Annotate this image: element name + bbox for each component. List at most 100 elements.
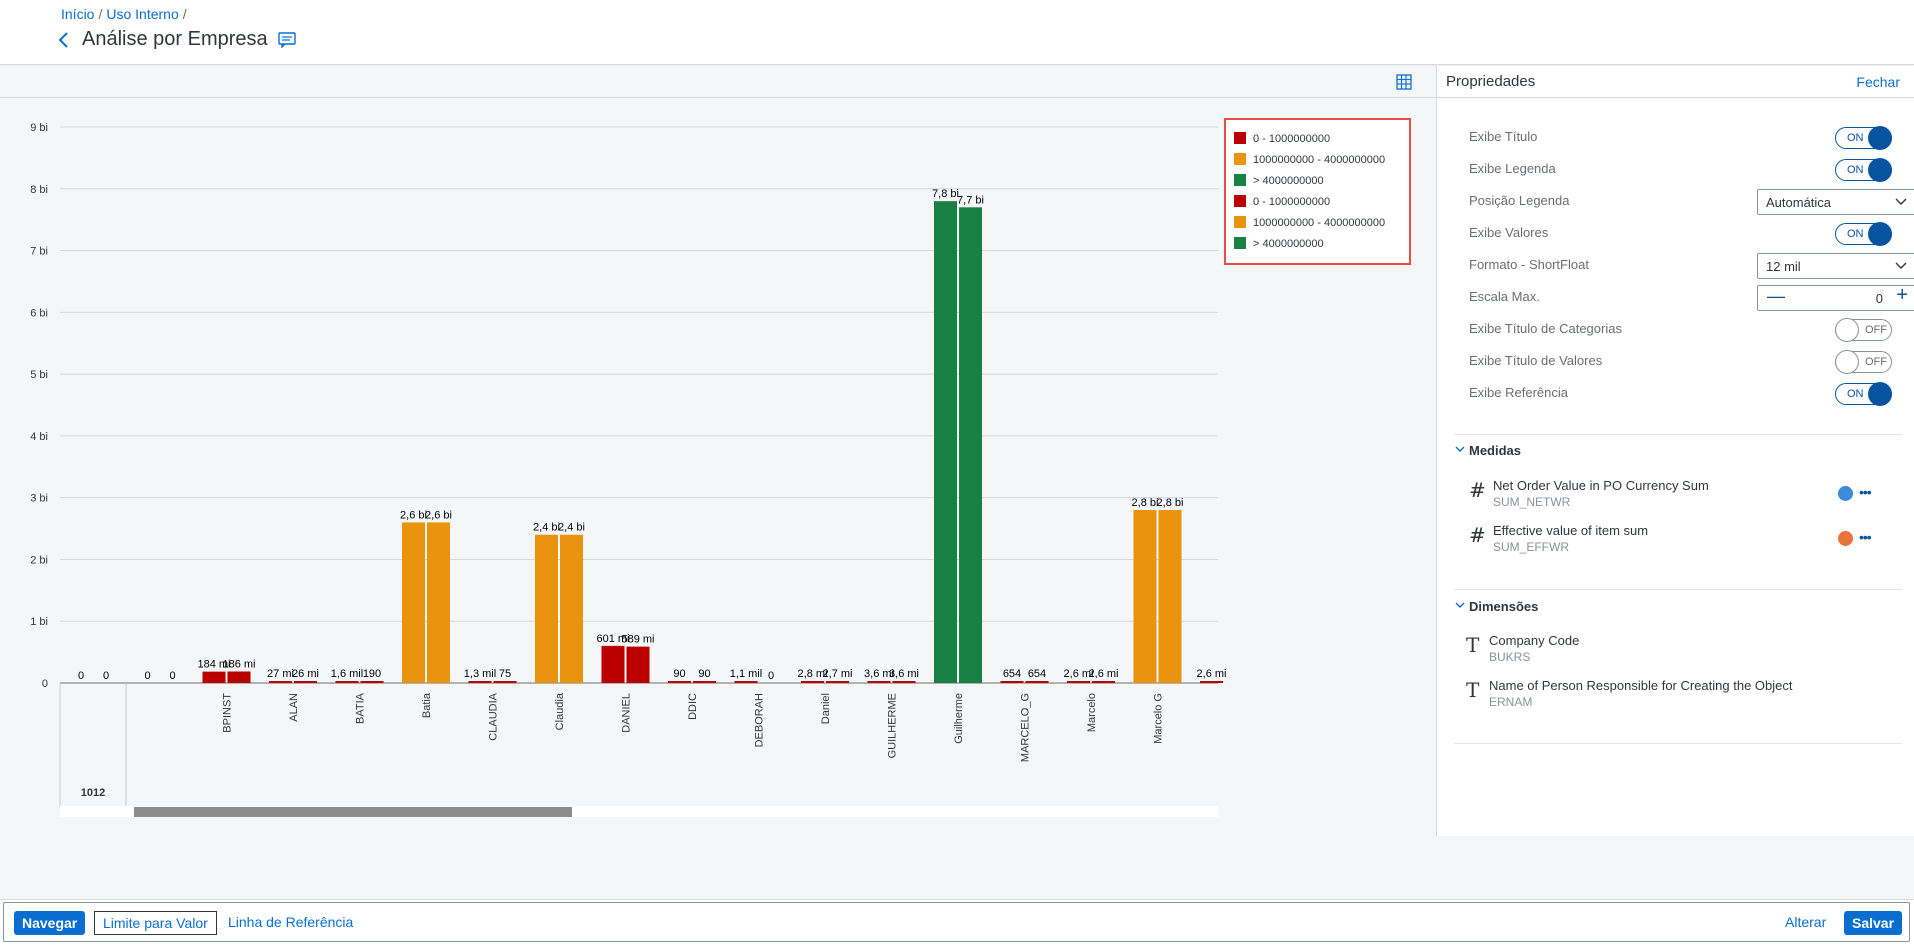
prop-posicao-legenda: Posição Legenda Automática <box>1469 187 1914 215</box>
medidas-section-header[interactable]: Medidas <box>1455 443 1521 458</box>
prop-label: Escala Max. <box>1469 289 1540 304</box>
exibe-titulo-categorias-switch[interactable]: OFF <box>1835 318 1892 342</box>
measure-color-swatch[interactable] <box>1838 486 1853 501</box>
legend-swatch <box>1234 216 1246 228</box>
more-options-icon[interactable]: ••• <box>1859 484 1872 500</box>
medida-item[interactable]: # Net Order Value in PO Currency Sum SUM… <box>1469 478 1889 518</box>
exibe-titulo-valores-switch[interactable]: OFF <box>1835 350 1892 374</box>
x-tick-label: DANIEL <box>621 693 633 733</box>
data-label: 2,8 mi <box>798 668 828 680</box>
measure-hash-icon: # <box>1469 523 1486 547</box>
measure-name: Net Order Value in PO Currency Sum <box>1493 478 1709 493</box>
x-tick-label: MARCELO_G <box>1020 693 1032 762</box>
data-label: 190 <box>363 668 381 680</box>
data-label: 0 <box>103 670 109 682</box>
prop-label: Exibe Título de Categorias <box>1469 321 1622 336</box>
y-tick-label: 5 bi <box>30 369 48 381</box>
measure-color-swatch[interactable] <box>1838 531 1853 546</box>
x-tick-label: Batia <box>421 692 433 718</box>
footer-inner: Navegar Limite para Valor Linha de Refer… <box>3 902 1910 942</box>
chevron-down-icon <box>1455 602 1465 608</box>
dimensoes-section-header[interactable]: Dimensões <box>1455 599 1538 614</box>
page-header: Início / Uso Interno / Análise por Empresa <box>0 0 1914 65</box>
limite-para-valor-button[interactable]: Limite para Valor <box>94 911 217 935</box>
legend-label: 0 - 1000000000 <box>1253 196 1330 208</box>
data-label: 2,6 mi <box>1197 668 1227 680</box>
formato-select[interactable]: 12 mil <box>1757 253 1914 279</box>
switch-state: ON <box>1847 388 1864 400</box>
stepper-value[interactable]: 0 <box>1875 291 1883 306</box>
exibe-legenda-switch[interactable]: ON <box>1835 158 1892 182</box>
footer-toolbar: Navegar Limite para Valor Linha de Refer… <box>0 899 1914 945</box>
alterar-button[interactable]: Alterar <box>1785 914 1827 930</box>
exibe-titulo-switch[interactable]: ON <box>1835 126 1892 150</box>
prop-label: Exibe Valores <box>1469 225 1549 240</box>
more-options-icon[interactable]: ••• <box>1859 529 1872 545</box>
salvar-button[interactable]: Salvar <box>1844 911 1903 935</box>
prop-label: Exibe Título <box>1469 129 1538 144</box>
bar <box>468 681 492 683</box>
x-tick-label: GUILHERME <box>887 693 899 758</box>
switch-knob <box>1835 350 1859 374</box>
linha-de-referencia-button[interactable]: Linha de Referência <box>228 914 354 930</box>
close-properties-link[interactable]: Fechar <box>1856 74 1900 90</box>
bar <box>1200 681 1223 683</box>
text-dimension-icon: T <box>1466 633 1480 657</box>
y-tick-label: 6 bi <box>30 307 48 319</box>
chart-toolbar <box>0 66 1436 98</box>
legend-label: 1000000000 - 4000000000 <box>1253 154 1385 166</box>
dimension-tech-name: ERNAM <box>1489 695 1533 709</box>
breadcrumb-inicio[interactable]: Início <box>61 6 95 22</box>
data-label: 2,6 mi <box>1064 668 1094 680</box>
divider <box>1454 743 1902 744</box>
switch-state: ON <box>1847 132 1864 144</box>
breadcrumb-separator: / <box>98 6 103 22</box>
switch-state: OFF <box>1865 356 1887 368</box>
data-label: 3,6 mi <box>864 668 894 680</box>
bar <box>427 522 450 683</box>
breadcrumb-uso-interno[interactable]: Uso Interno <box>106 6 179 22</box>
prop-exibe-titulo-categorias: Exibe Título de Categorias OFF <box>1469 315 1892 343</box>
x-tick-label: Daniel <box>820 693 832 724</box>
y-tick-label: 0 <box>42 678 48 690</box>
data-label: 0 <box>768 670 774 682</box>
bar <box>535 534 558 683</box>
data-label: 1,6 mil <box>331 668 363 680</box>
decrement-button[interactable]: — <box>1767 286 1785 306</box>
increment-button[interactable]: + <box>1896 284 1908 306</box>
posicao-legenda-select[interactable]: Automática <box>1757 189 1914 215</box>
bar <box>269 681 292 683</box>
y-tick-label: 9 bi <box>30 122 48 134</box>
switch-state: ON <box>1847 164 1864 176</box>
chart-scrollbar-thumb[interactable] <box>134 807 572 817</box>
y-tick-label: 8 bi <box>30 184 48 196</box>
table-view-icon[interactable] <box>1396 74 1412 90</box>
dimension-name: Company Code <box>1489 633 1580 648</box>
data-label: 75 <box>499 668 511 680</box>
prop-label: Exibe Título de Valores <box>1469 353 1603 368</box>
navegar-button[interactable]: Navegar <box>14 911 86 935</box>
dimensao-item[interactable]: T Company Code BUKRS <box>1466 633 1889 673</box>
dimensao-item[interactable]: T Name of Person Responsible for Creatin… <box>1466 678 1889 718</box>
legend-swatch <box>1234 153 1246 165</box>
bar <box>1158 510 1182 683</box>
switch-knob <box>1868 222 1892 246</box>
switch-state: OFF <box>1865 324 1887 336</box>
y-tick-label: 4 bi <box>30 431 48 443</box>
bar <box>892 681 916 683</box>
back-arrow-icon[interactable] <box>56 30 72 50</box>
x-tick-label: ALAN <box>288 693 300 722</box>
medida-item[interactable]: # Effective value of item sum SUM_EFFWR … <box>1469 523 1889 563</box>
chevron-down-icon <box>1455 446 1465 452</box>
data-label: 589 mi <box>621 634 654 646</box>
text-dimension-icon: T <box>1466 678 1480 702</box>
bar <box>1000 681 1024 683</box>
exibe-valores-switch[interactable]: ON <box>1835 222 1892 246</box>
comment-icon[interactable] <box>277 31 296 48</box>
x-tick-label: BATIA <box>355 692 367 724</box>
exibe-referencia-switch[interactable]: ON <box>1835 382 1892 406</box>
legend-swatch <box>1234 195 1246 207</box>
data-label: 0 <box>169 670 175 682</box>
x-tick-label: Marcelo G <box>1153 693 1165 744</box>
legend-label: > 4000000000 <box>1253 175 1324 187</box>
